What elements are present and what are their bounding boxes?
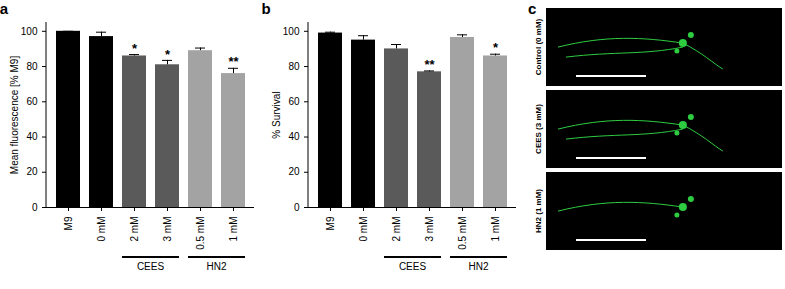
svg-text:Mean fluorescence [% M9]: Mean fluorescence [% M9] xyxy=(9,56,20,175)
svg-text:1 mM: 1 mM xyxy=(490,217,501,242)
svg-text:40: 40 xyxy=(288,131,300,142)
svg-text:M9: M9 xyxy=(325,216,336,230)
svg-text:CEES: CEES xyxy=(399,261,427,272)
svg-text:60: 60 xyxy=(288,96,300,107)
svg-text:0: 0 xyxy=(32,202,38,213)
svg-text:40: 40 xyxy=(26,131,38,142)
svg-text:2 mM: 2 mM xyxy=(129,217,140,242)
svg-text:0 mM: 0 mM xyxy=(96,217,107,242)
svg-text:1 mM: 1 mM xyxy=(228,217,239,242)
svg-text:b: b xyxy=(262,0,271,17)
svg-text:0 mM: 0 mM xyxy=(358,217,369,242)
svg-text:HN2: HN2 xyxy=(206,261,226,272)
svg-text:100: 100 xyxy=(283,26,300,37)
svg-text:*: * xyxy=(493,40,499,55)
svg-text:80: 80 xyxy=(26,61,38,72)
svg-text:CEES (3 mM): CEES (3 mM) xyxy=(534,104,543,154)
svg-text:80: 80 xyxy=(288,61,300,72)
svg-text:**: ** xyxy=(424,57,435,72)
svg-text:20: 20 xyxy=(26,166,38,177)
svg-text:3 mM: 3 mM xyxy=(424,217,435,242)
svg-text:% Survival: % Survival xyxy=(271,91,282,138)
svg-text:20: 20 xyxy=(288,166,300,177)
svg-text:*: * xyxy=(132,41,138,56)
svg-text:HN2 (1 mM): HN2 (1 mM) xyxy=(534,189,543,233)
svg-text:CEES: CEES xyxy=(137,261,165,272)
svg-text:HN2: HN2 xyxy=(468,261,488,272)
svg-text:M9: M9 xyxy=(63,216,74,230)
svg-text:0.5 mM: 0.5 mM xyxy=(195,217,206,250)
svg-text:0: 0 xyxy=(294,202,300,213)
svg-text:c: c xyxy=(528,0,536,17)
svg-text:*: * xyxy=(165,47,171,62)
svg-text:a: a xyxy=(0,0,9,17)
svg-text:Control (0 mM): Control (0 mM) xyxy=(534,18,543,75)
svg-text:2 mM: 2 mM xyxy=(391,217,402,242)
svg-text:100: 100 xyxy=(21,26,38,37)
svg-text:3 mM: 3 mM xyxy=(162,217,173,242)
svg-text:**: ** xyxy=(228,54,239,69)
svg-text:0.5 mM: 0.5 mM xyxy=(457,217,468,250)
svg-text:60: 60 xyxy=(26,96,38,107)
